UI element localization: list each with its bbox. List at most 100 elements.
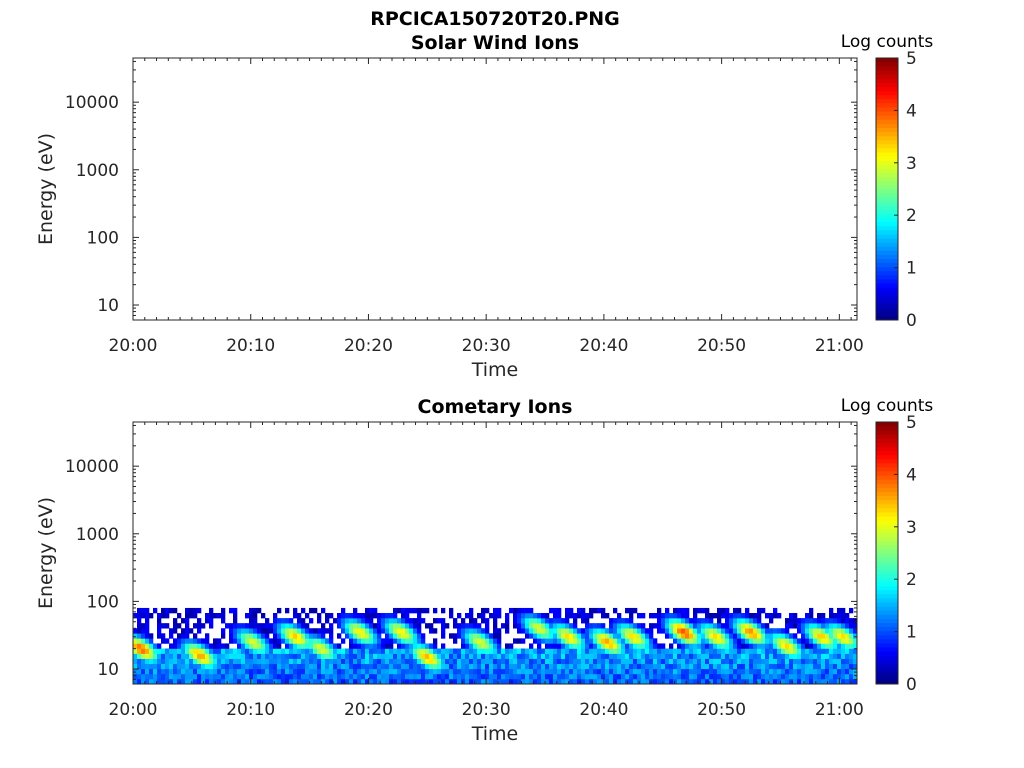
heat-cell xyxy=(761,633,766,639)
heat-cell xyxy=(133,613,138,619)
heat-cell xyxy=(329,663,334,670)
heat-cell xyxy=(781,658,786,665)
heat-cell xyxy=(257,638,262,644)
heat-cell xyxy=(677,653,682,659)
heat-cell xyxy=(729,663,734,670)
heat-cell xyxy=(265,628,270,634)
colorbar-tick-label: 1 xyxy=(906,623,917,643)
heat-cell xyxy=(381,613,386,619)
heat-cell xyxy=(197,638,202,644)
heat-cell xyxy=(377,613,382,619)
cometary-ions-panel: Cometary Ions 20:00 20:10 20:20 20:30 20:40 2… xyxy=(35,396,933,745)
heat-cell xyxy=(585,628,590,634)
heat-cell xyxy=(245,613,250,619)
heat-cell xyxy=(473,618,478,624)
heat-cell xyxy=(397,643,402,649)
colorbar-step xyxy=(876,569,898,574)
heat-cell xyxy=(725,673,730,680)
heat-cell xyxy=(353,628,358,634)
heat-cell xyxy=(669,658,674,665)
heat-cell xyxy=(225,643,230,649)
heat-cell xyxy=(737,648,742,654)
heat-cell xyxy=(733,653,738,659)
heat-cell xyxy=(161,678,166,685)
colorbar-step xyxy=(876,471,898,476)
heat-cell xyxy=(477,668,482,675)
heat-cell xyxy=(181,653,186,659)
heat-cell xyxy=(441,668,446,675)
heat-cell xyxy=(781,663,786,670)
heat-cell xyxy=(393,668,398,675)
heat-cell xyxy=(433,653,438,659)
heat-cell xyxy=(417,623,422,629)
heat-cell xyxy=(369,618,374,624)
heat-cell xyxy=(221,607,226,614)
heat-cell xyxy=(213,638,218,644)
heat-cell xyxy=(289,633,294,639)
heat-cell xyxy=(713,628,718,634)
colorbar-step xyxy=(876,467,898,472)
heat-cell xyxy=(817,613,822,619)
heat-cell xyxy=(377,628,382,634)
heat-cell xyxy=(557,623,562,629)
heat-cell xyxy=(833,648,838,654)
heat-cell xyxy=(193,648,198,654)
heat-cell xyxy=(569,643,574,649)
heat-cell xyxy=(625,663,630,670)
heat-cell xyxy=(721,643,726,649)
heat-cell xyxy=(529,633,534,639)
heat-cell xyxy=(717,668,722,675)
heat-cell xyxy=(713,678,718,685)
heat-cell xyxy=(289,628,294,634)
heat-cell xyxy=(825,648,830,654)
heat-cell xyxy=(505,643,510,649)
heat-cell xyxy=(133,658,138,665)
heat-cell xyxy=(309,663,314,670)
colorbar-label: Log counts xyxy=(841,32,934,52)
colorbar-step xyxy=(876,152,898,157)
heat-cell xyxy=(245,678,250,685)
heat-cell xyxy=(577,678,582,685)
heat-cell xyxy=(609,653,614,659)
heat-cell xyxy=(285,648,290,654)
heat-cell xyxy=(721,613,726,619)
heat-cell xyxy=(141,673,146,680)
heat-cell xyxy=(661,623,666,629)
heat-cell xyxy=(753,673,758,680)
heat-cell xyxy=(505,623,510,629)
heat-cell xyxy=(749,623,754,629)
heat-cell xyxy=(717,673,722,680)
heat-cell xyxy=(361,663,366,670)
heat-cell xyxy=(169,668,174,675)
colorbar-step xyxy=(876,135,898,141)
heat-cell xyxy=(817,658,822,665)
heat-cell xyxy=(729,643,734,649)
heat-cell xyxy=(845,613,850,619)
heat-cell xyxy=(641,673,646,680)
heat-cell xyxy=(161,613,166,619)
heat-cell xyxy=(229,633,234,639)
heat-cell xyxy=(661,673,666,680)
heat-cell xyxy=(689,628,694,634)
heat-cell xyxy=(677,643,682,649)
heat-cell xyxy=(289,673,294,680)
heat-cell xyxy=(281,678,286,685)
heat-cell xyxy=(593,678,598,685)
heat-cell xyxy=(557,678,562,685)
heat-cell xyxy=(161,607,166,614)
heat-cell xyxy=(721,648,726,654)
heat-cell xyxy=(549,638,554,644)
heat-cell xyxy=(237,643,242,649)
heat-cell xyxy=(705,678,710,685)
heat-cell xyxy=(617,658,622,665)
heat-cell xyxy=(629,678,634,685)
heat-cell xyxy=(485,618,490,624)
heat-cell xyxy=(157,618,162,624)
heat-cell xyxy=(697,618,702,624)
heat-cell xyxy=(705,633,710,639)
heat-cell xyxy=(393,678,398,685)
colorbar-step xyxy=(876,58,898,63)
heat-cell xyxy=(445,648,450,654)
heat-cell xyxy=(273,658,278,665)
heat-cell xyxy=(697,663,702,670)
